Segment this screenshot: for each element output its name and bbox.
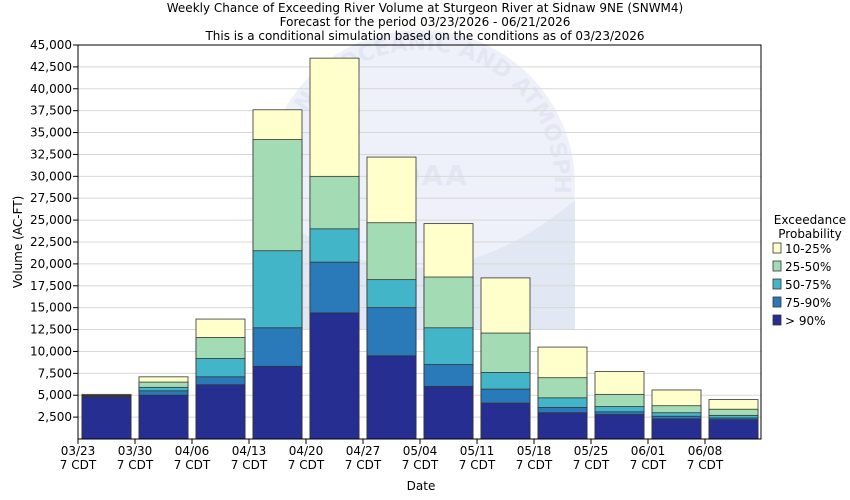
y-tick-label: 40,000	[30, 82, 72, 96]
bar-segment	[366, 355, 417, 440]
legend: Exceedance Probability 10-25% 25-50% 50-75…	[772, 213, 846, 328]
x-tick-label-time: 7 CDT	[60, 458, 97, 472]
bar-segment	[594, 414, 645, 440]
x-tick-label-date: 03/30	[118, 444, 153, 458]
y-axis: 2,500 5,000 7,500 10,000 12,500 15,000 17,500 2…	[30, 38, 78, 424]
y-tick-label: 15,000	[30, 301, 72, 315]
legend-label: 75-90%	[785, 296, 831, 310]
x-tick-label-date: 04/20	[289, 444, 324, 458]
y-tick-label: 22,500	[30, 235, 72, 249]
bars	[81, 57, 759, 440]
legend-swatch	[772, 314, 782, 326]
y-tick-label: 17,500	[30, 279, 72, 293]
x-tick-label-date: 04/27	[346, 444, 381, 458]
x-tick-label-date: 05/11	[460, 444, 495, 458]
y-tick-label: 10,000	[30, 344, 72, 358]
legend-title-line-2: Probability	[778, 227, 841, 241]
legend-title-line-1: Exceedance	[774, 213, 846, 227]
legend-swatch	[772, 296, 782, 308]
x-axis-label: Date	[407, 479, 436, 493]
x-tick-label-date: 05/04	[403, 444, 438, 458]
legend-items: 10-25% 25-50% 50-75% 75-90% > 90%	[772, 242, 831, 328]
bar-segment	[423, 386, 474, 440]
bar-segment	[81, 396, 132, 440]
y-tick-label: 42,500	[30, 60, 72, 74]
y-tick-label: 35,000	[30, 126, 72, 140]
legend-swatch	[772, 260, 782, 272]
x-tick-label-time: 7 CDT	[231, 458, 268, 472]
legend-swatch	[772, 242, 782, 254]
bar-segment	[195, 384, 246, 440]
chart-titles: Weekly Chance of Exceeding River Volume …	[167, 1, 683, 43]
x-tick-label-time: 7 CDT	[459, 458, 496, 472]
chart-subtitle: Forecast for the period 03/23/2026 - 06/…	[280, 15, 571, 29]
y-tick-label: 32,500	[30, 147, 72, 161]
y-tick-label: 2,500	[38, 410, 72, 424]
bar-segment	[480, 402, 531, 440]
x-tick-label-date: 05/18	[517, 444, 552, 458]
y-tick-label: 7,500	[38, 366, 72, 380]
bar-segment	[651, 418, 702, 440]
x-tick-label-time: 7 CDT	[288, 458, 325, 472]
legend-swatch	[772, 278, 782, 290]
gridlines	[78, 44, 761, 418]
bar-segment	[138, 394, 189, 440]
y-tick-label: 5,000	[38, 388, 72, 402]
y-tick-label: 45,000	[30, 38, 72, 52]
bar-segment	[708, 419, 759, 440]
y-tick-label: 30,000	[30, 169, 72, 183]
chart-title: Weekly Chance of Exceeding River Volume …	[167, 1, 683, 15]
y-tick-label: 20,000	[30, 257, 72, 271]
chart-note: This is a conditional simulation based o…	[204, 29, 644, 43]
bar-segment	[537, 412, 588, 440]
bar-segment	[252, 365, 303, 440]
y-tick-label: 12,500	[30, 323, 72, 337]
legend-label: 25-50%	[785, 260, 831, 274]
x-tick-label-date: 04/13	[232, 444, 267, 458]
x-tick-label-date: 06/01	[631, 444, 666, 458]
x-tick-label-time: 7 CDT	[117, 458, 154, 472]
legend-label: 50-75%	[785, 278, 831, 292]
x-tick-label-time: 7 CDT	[630, 458, 667, 472]
bar-segment	[309, 312, 360, 440]
y-axis-label: Volume (AC-FT)	[11, 196, 25, 289]
y-tick-label: 25,000	[30, 213, 72, 227]
x-tick-label-date: 06/08	[688, 444, 723, 458]
legend-label: > 90%	[785, 314, 826, 328]
x-tick-label-time: 7 CDT	[345, 458, 382, 472]
x-tick-label-time: 7 CDT	[174, 458, 211, 472]
x-tick-label-date: 05/25	[574, 444, 609, 458]
y-tick-label: 27,500	[30, 191, 72, 205]
x-tick-label-time: 7 CDT	[516, 458, 553, 472]
x-tick-label-time: 7 CDT	[573, 458, 610, 472]
x-tick-label-time: 7 CDT	[687, 458, 724, 472]
x-tick-label-time: 7 CDT	[402, 458, 439, 472]
y-tick-label: 37,500	[30, 104, 72, 118]
x-tick-label-date: 03/23	[61, 444, 96, 458]
legend-label: 10-25%	[785, 242, 831, 256]
x-tick-label-date: 04/06	[175, 444, 210, 458]
